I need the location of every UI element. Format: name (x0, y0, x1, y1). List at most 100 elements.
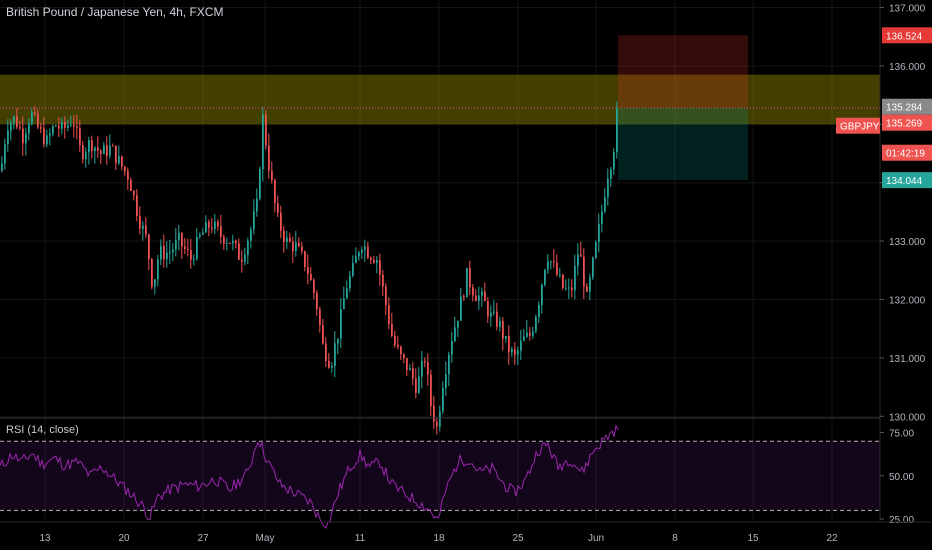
candle-body (496, 311, 498, 327)
symbol-label-text: GBPJPY (840, 122, 880, 133)
candle-body (430, 374, 432, 407)
candle-body (502, 320, 504, 339)
candle-body (31, 111, 33, 124)
candle-body (526, 332, 528, 337)
candle-body (484, 291, 486, 302)
candle-body (175, 239, 177, 250)
candle-body (427, 362, 429, 375)
candle-body (127, 171, 129, 180)
candle-body (226, 242, 228, 244)
price-tick-label: 131.000 (889, 354, 926, 365)
target-price-label: 134.044 (882, 172, 932, 189)
candle-body (139, 215, 141, 229)
candle-body (457, 320, 459, 328)
candle-body (103, 145, 105, 155)
candle-body (424, 361, 426, 363)
candle-body (118, 156, 120, 164)
candle-body (394, 335, 396, 345)
candle-body (301, 246, 303, 252)
candle-body (385, 286, 387, 306)
candle-body (346, 288, 348, 299)
candle-body (439, 411, 441, 427)
time-tick-label: 20 (118, 533, 130, 544)
candle-body (172, 249, 174, 253)
candle-body (166, 252, 168, 259)
candle-body (523, 336, 525, 341)
candle-body (460, 296, 462, 321)
candle-body (445, 374, 447, 388)
candle-body (13, 116, 15, 123)
candle-body (574, 266, 576, 291)
candle-body (451, 340, 453, 355)
current-price-label-bg (882, 114, 932, 131)
candle-body (196, 236, 198, 259)
rsi-tick-label: 75.00 (889, 429, 914, 440)
candle-body (568, 287, 570, 289)
candle-body (142, 225, 144, 229)
candle-body (112, 145, 114, 147)
candle-body (106, 145, 108, 156)
candle-body (358, 252, 360, 257)
candle-body (247, 240, 249, 255)
candle-body (349, 275, 351, 289)
candle-body (40, 127, 42, 129)
candle-body (370, 258, 372, 261)
candle-body (598, 223, 600, 243)
candle-body (316, 293, 318, 310)
candle-body (64, 121, 66, 128)
candle-body (223, 236, 225, 244)
candle-body (313, 280, 315, 294)
candle-body (85, 152, 87, 159)
candle-body (184, 246, 186, 249)
candle-body (271, 170, 273, 181)
candle-body (514, 349, 516, 355)
candle-body (433, 406, 435, 422)
current-price-label-text: 135.269 (886, 119, 923, 130)
candle-body (178, 233, 180, 240)
candle-body (406, 358, 408, 371)
candle-body (379, 260, 381, 275)
candle-body (421, 361, 423, 377)
candle-body (241, 259, 243, 262)
price-tick-label: 133.000 (889, 237, 926, 248)
candle-body (235, 240, 237, 244)
candle-body (364, 246, 366, 250)
candle-body (493, 311, 495, 313)
candle-body (562, 274, 564, 289)
candle-body (253, 211, 255, 230)
candle-body (205, 221, 207, 233)
candle-body (100, 150, 102, 155)
candle-body (79, 128, 81, 146)
candle-body (190, 250, 192, 260)
short-position-tool[interactable] (618, 35, 748, 181)
candle-body (199, 234, 201, 237)
candle-body (202, 232, 204, 235)
candle-body (19, 127, 21, 129)
rsi-tick-label: 25.00 (889, 515, 914, 526)
candle-body (334, 343, 336, 367)
candle-body (454, 327, 456, 341)
candle-body (361, 249, 363, 253)
candle-body (52, 126, 54, 134)
candle-body (250, 229, 252, 241)
rsi-line (0, 423, 619, 529)
candle-body (148, 234, 150, 259)
resistance-zone-band (0, 74, 880, 125)
candle-body (340, 308, 342, 339)
candle-body (436, 421, 438, 427)
candle-body (553, 261, 555, 263)
candle-body (262, 114, 264, 170)
candle-body (151, 258, 153, 287)
candle-body (10, 122, 12, 131)
candle-body (34, 111, 36, 114)
candle-body (472, 287, 474, 296)
candle-body (133, 190, 135, 196)
stop-price-label: 136.524 (882, 27, 932, 44)
candle-body (547, 261, 549, 270)
candle-body (238, 243, 240, 260)
candle-body (376, 260, 378, 263)
candle-body (295, 242, 297, 252)
rsi-title: RSI (14, close) (6, 424, 79, 436)
countdown-label-text: 01:42:19 (886, 149, 925, 160)
